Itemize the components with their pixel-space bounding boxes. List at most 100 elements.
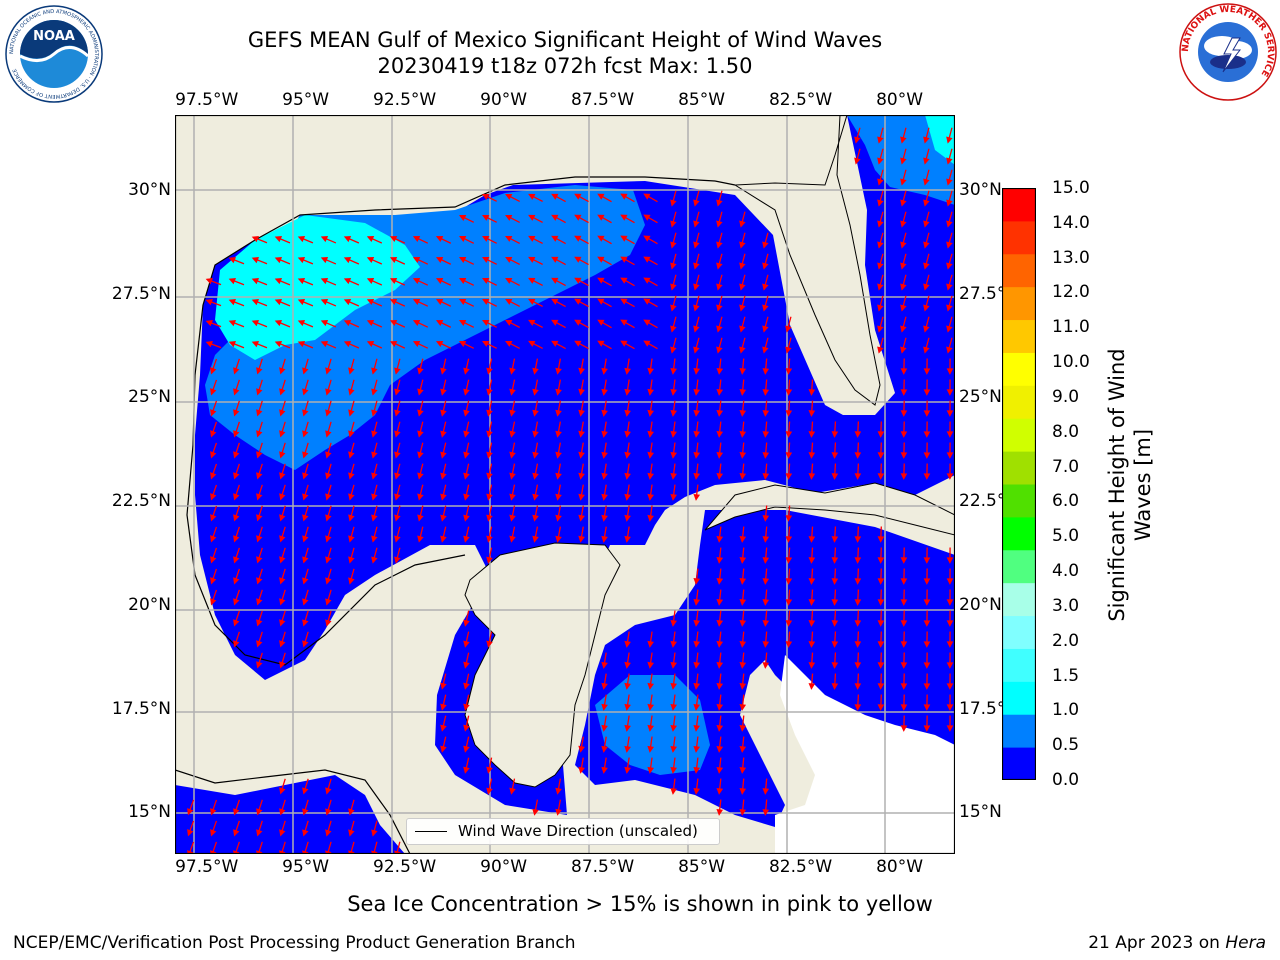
wave-direction-arrowhead [463, 703, 470, 711]
footer-date-text: 21 Apr 2023 on [1088, 933, 1220, 953]
wave-direction-arrowhead [440, 745, 447, 753]
wave-direction-arrowhead [900, 241, 907, 249]
wave-direction-arrowhead [417, 493, 424, 501]
wave-direction-arrowhead [877, 578, 885, 585]
wave-direction-arrowhead [831, 683, 839, 690]
wave-direction-arrowhead [463, 619, 470, 627]
wave-direction-arrowhead [302, 640, 309, 648]
wave-direction-arrowhead [302, 514, 309, 522]
wave-direction-arrowhead [412, 277, 421, 284]
wave-direction-arrowhead [647, 724, 654, 732]
wave-direction-arrowhead [739, 220, 746, 228]
wave-direction-arrowhead [279, 472, 286, 480]
wave-direction-arrowhead [739, 767, 747, 774]
wave-direction-arrowhead [923, 662, 931, 669]
pacific-water [175, 775, 405, 854]
colorbar-segment [1002, 681, 1036, 715]
wave-direction-arrowhead [233, 535, 240, 543]
wave-direction-arrowhead [739, 431, 747, 438]
wave-direction-arrowhead [877, 452, 885, 459]
wave-direction-arrowhead [762, 620, 770, 627]
wave-direction-arrowhead [256, 598, 263, 606]
wave-direction-arrowhead [325, 493, 332, 501]
wave-direction-arrowhead [808, 536, 816, 543]
wave-direction-arrowhead [486, 640, 493, 648]
wave-direction-arrowhead [762, 662, 770, 669]
wave-direction-arrowhead [463, 514, 470, 522]
wave-direction-arrowhead [946, 220, 953, 228]
wave-direction-arrowhead [923, 304, 930, 312]
y-tick-label-left: 22.5°N [111, 491, 171, 512]
wave-direction-arrowhead [482, 256, 490, 263]
wave-direction-arrowhead [505, 193, 513, 200]
wave-direction-arrowhead [343, 256, 352, 264]
wave-direction-arrowhead [923, 620, 931, 627]
colorbar-segment [1002, 319, 1036, 353]
wave-direction-arrowhead [371, 493, 378, 501]
wave-direction-arrowhead [578, 745, 585, 753]
wave-direction-arrowhead [302, 388, 309, 396]
wave-direction-arrowhead [831, 557, 839, 564]
wave-direction-arrowhead [762, 809, 770, 816]
wave-direction-arrowhead [693, 703, 701, 711]
wave-direction-arrowhead [251, 278, 260, 285]
wave-direction-arrowhead [366, 277, 375, 285]
wave-direction-arrowhead [532, 409, 539, 417]
wave-direction-arrowhead [279, 829, 286, 837]
yucatan-land [464, 542, 621, 788]
colorbar-tick-label: 12.0 [1052, 282, 1090, 303]
wave-direction-arrowhead [946, 283, 953, 291]
wave-direction-arrowhead [854, 431, 862, 438]
wave-direction-arrowhead [693, 304, 700, 312]
wave-direction-arrowhead [785, 599, 793, 606]
wave-direction-arrowhead [624, 388, 631, 396]
wave-direction-arrowhead [371, 430, 378, 438]
colorbar-title-line2: Waves [m] [1131, 428, 1155, 542]
wave-direction-arrowhead [620, 193, 628, 200]
colorbar-title-line1: Significant Height of Wind [1105, 348, 1129, 622]
colorbar-segment [1002, 549, 1036, 584]
wave-direction-arrowhead [279, 619, 286, 627]
wave-direction-arrowhead [509, 367, 516, 375]
wave-direction-arrowhead [900, 599, 908, 606]
wave-direction-arrowhead [302, 577, 309, 585]
legend-entry: Wind Wave Direction (unscaled) [458, 822, 698, 840]
wave-direction-arrowhead [482, 214, 490, 221]
wave-direction-arrowhead [601, 535, 608, 543]
wave-direction-arrowhead [297, 257, 306, 264]
wave-direction-arrowhead [877, 157, 884, 165]
wave-direction-arrowhead [739, 304, 746, 312]
wave-direction-arrowhead [210, 430, 217, 438]
wave-direction-arrowhead [620, 340, 628, 347]
wave-direction-arrowhead [482, 277, 490, 284]
wave-direction-arrowhead [417, 430, 424, 438]
wave-direction-arrowhead [532, 451, 539, 459]
wave-direction-arrowhead [297, 299, 306, 306]
no-data-region [775, 655, 955, 854]
north-gulf-coast [202, 176, 736, 306]
wind-wave-direction-arrows [187, 127, 954, 854]
wave-direction-arrowhead [302, 472, 309, 480]
wave-direction-arrowhead [923, 452, 931, 459]
wave-direction-arrowhead [854, 578, 862, 585]
wave-direction-arrowhead [739, 346, 746, 354]
wave-direction-arrowhead [486, 430, 493, 438]
wave-direction-arrowhead [412, 256, 421, 263]
wave-direction-arrowhead [900, 157, 907, 165]
wave-direction-arrowhead [854, 157, 861, 165]
wave-direction-arrowhead [187, 829, 194, 837]
wave-direction-arrowhead [670, 346, 677, 354]
wave-direction-arrowhead [716, 788, 724, 795]
wave-direction-arrowhead [551, 319, 559, 326]
wave-direction-arrowhead [785, 473, 793, 480]
wave-direction-arrowhead [831, 452, 839, 459]
wave-direction-arrowhead [877, 304, 884, 312]
wave-direction-arrowhead [693, 766, 701, 774]
wave-direction-arrowhead [693, 598, 701, 606]
wave-direction-arrowhead [233, 367, 240, 375]
wave-direction-arrowhead [670, 262, 677, 270]
colorbar-segment [1002, 418, 1036, 452]
wave-direction-arrowhead [532, 493, 539, 501]
wave-direction-arrowhead [555, 808, 562, 816]
wave-direction-arrowhead [366, 298, 375, 306]
